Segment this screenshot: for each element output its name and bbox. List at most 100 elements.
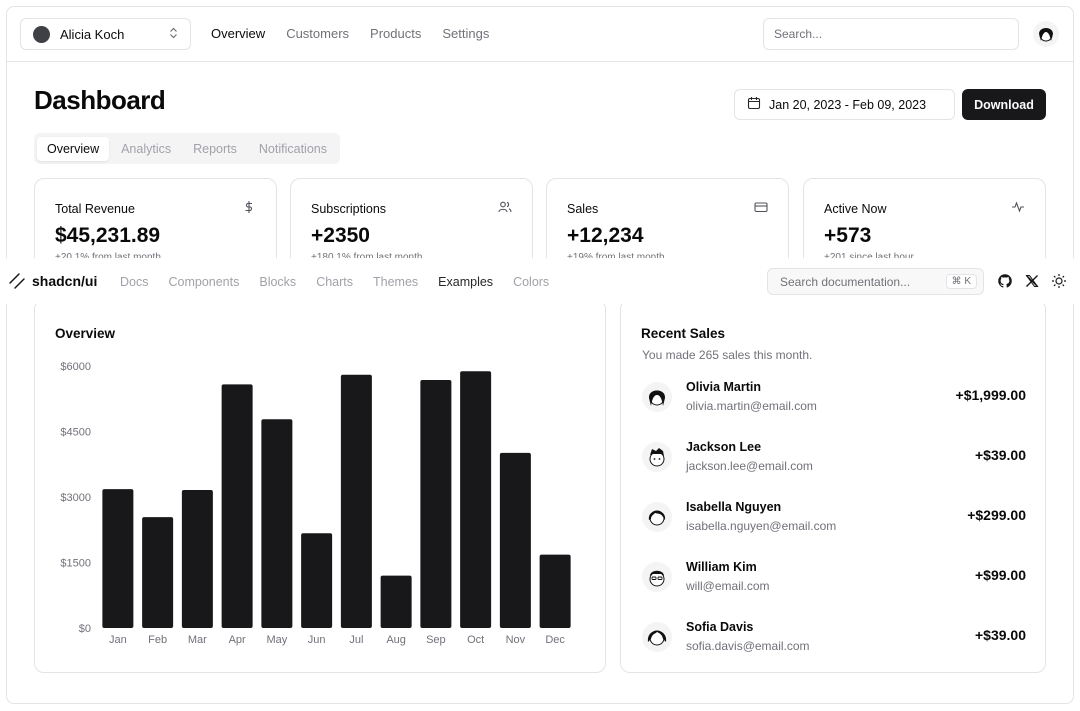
tab-analytics[interactable]: Analytics bbox=[121, 141, 172, 156]
bar-sep[interactable] bbox=[420, 379, 452, 628]
x-tick-label: Jan bbox=[109, 634, 127, 646]
customer-name: Olivia Martin bbox=[686, 380, 762, 394]
stat-change: +201 since last hour bbox=[824, 252, 914, 263]
recent-sales-description: You made 265 sales this month. bbox=[642, 348, 813, 362]
docs-link-docs[interactable]: Docs bbox=[120, 275, 149, 289]
sale-amount: +$39.00 bbox=[975, 627, 1026, 643]
tab-reports[interactable]: Reports bbox=[193, 141, 237, 156]
team-avatar bbox=[33, 25, 50, 43]
bar-jan[interactable] bbox=[102, 489, 134, 628]
stat-value: +573 bbox=[824, 224, 872, 247]
nav-link-products[interactable]: Products bbox=[370, 26, 422, 41]
stat-change: +20.1% from last month bbox=[55, 252, 161, 263]
docs-search-input[interactable]: Search documentation... ⌘ K bbox=[767, 268, 984, 295]
calendar-icon bbox=[747, 96, 761, 113]
x-twitter-icon[interactable] bbox=[1024, 273, 1040, 289]
docs-link-charts[interactable]: Charts bbox=[316, 275, 354, 289]
tab-overview[interactable]: Overview bbox=[37, 136, 110, 161]
github-icon[interactable] bbox=[997, 273, 1013, 289]
bar-apr[interactable] bbox=[221, 384, 253, 628]
sale-row: William Kim will@email.com +$99.00 bbox=[642, 558, 1026, 598]
docs-brand[interactable]: shadcn/ui bbox=[32, 273, 98, 289]
docs-search-placeholder: Search documentation... bbox=[780, 274, 911, 289]
docs-link-themes[interactable]: Themes bbox=[373, 275, 419, 289]
bar-jul[interactable] bbox=[340, 374, 372, 628]
docs-navbar: shadcn/ui Docs Components Blocks Charts … bbox=[0, 258, 1080, 304]
bar-aug[interactable] bbox=[380, 575, 412, 628]
docs-link-examples[interactable]: Examples bbox=[438, 275, 494, 289]
team-name: Alicia Koch bbox=[60, 26, 125, 42]
docs-link-blocks[interactable]: Blocks bbox=[259, 275, 297, 289]
y-tick-label: $1500 bbox=[60, 558, 91, 570]
x-tick-label: Jul bbox=[349, 634, 363, 646]
avatar bbox=[642, 382, 672, 412]
x-tick-label: Nov bbox=[506, 634, 526, 646]
avatar bbox=[642, 622, 672, 652]
overview-chart-card: Overview $0 $1500 $3000 $4500 $6000 Jan Feb Mar… bbox=[34, 299, 606, 673]
user-avatar[interactable] bbox=[1033, 21, 1059, 47]
team-switcher[interactable]: Alicia Koch bbox=[20, 18, 191, 50]
stat-title: Total Revenue bbox=[55, 202, 135, 216]
top-navbar: Alicia Koch Overview Customers Products … bbox=[7, 7, 1073, 62]
stat-change: +180.1% from last month bbox=[311, 252, 422, 263]
avatar bbox=[642, 442, 672, 472]
x-tick-label: Apr bbox=[229, 634, 246, 646]
y-tick-label: $0 bbox=[79, 623, 91, 635]
docs-link-components[interactable]: Components bbox=[168, 275, 240, 289]
recent-sales-card: Recent Sales You made 265 sales this mon… bbox=[620, 299, 1046, 673]
stat-title: Subscriptions bbox=[311, 202, 387, 216]
customer-email: will@email.com bbox=[686, 579, 770, 593]
date-range-picker[interactable]: Jan 20, 2023 - Feb 09, 2023 bbox=[734, 89, 955, 120]
chart-title: Overview bbox=[55, 326, 116, 341]
credit-card-icon bbox=[754, 200, 768, 214]
date-range-text: Jan 20, 2023 - Feb 09, 2023 bbox=[769, 97, 927, 112]
avatar bbox=[642, 562, 672, 592]
download-button[interactable]: Download bbox=[962, 89, 1046, 120]
chevrons-up-down-icon bbox=[169, 27, 178, 42]
nav-link-overview[interactable]: Overview bbox=[211, 26, 266, 41]
dashboard-window: Alicia Koch Overview Customers Products … bbox=[6, 6, 1074, 704]
stat-change: +19% from last month bbox=[567, 252, 665, 263]
tab-notifications[interactable]: Notifications bbox=[258, 141, 327, 156]
bar-mar[interactable] bbox=[181, 490, 213, 628]
sale-row: Olivia Martin olivia.martin@email.com +$… bbox=[642, 378, 1026, 418]
overview-bar-chart: $0 $1500 $3000 $4500 $6000 Jan Feb Mar Apr May Jun… bbox=[60, 361, 571, 646]
x-tick-label: May bbox=[266, 634, 287, 646]
bar-oct[interactable] bbox=[460, 371, 492, 628]
y-tick-label: $6000 bbox=[60, 361, 91, 373]
customer-name: Isabella Nguyen bbox=[686, 500, 782, 514]
dashboard-tabs: Overview Analytics Reports Notifications bbox=[34, 133, 340, 164]
search-input[interactable] bbox=[763, 18, 1019, 50]
bar-may[interactable] bbox=[261, 419, 293, 628]
customer-name: William Kim bbox=[686, 560, 757, 574]
customer-email: olivia.martin@email.com bbox=[686, 399, 817, 413]
sale-row: Isabella Nguyen isabella.nguyen@email.co… bbox=[642, 498, 1026, 538]
customer-name: Jackson Lee bbox=[686, 440, 762, 454]
sale-row: Jackson Lee jackson.lee@email.com +$39.0… bbox=[642, 438, 1026, 478]
customer-name: Sofia Davis bbox=[686, 620, 754, 634]
bar-dec[interactable] bbox=[539, 554, 571, 628]
y-tick-label: $4500 bbox=[60, 427, 91, 439]
nav-link-customers[interactable]: Customers bbox=[286, 26, 350, 41]
x-tick-label: Oct bbox=[467, 634, 484, 646]
customer-email: sofia.davis@email.com bbox=[686, 639, 810, 653]
sale-row: Sofia Davis sofia.davis@email.com +$39.0… bbox=[642, 618, 1026, 658]
sale-amount: +$299.00 bbox=[967, 507, 1026, 523]
x-tick-label: Jun bbox=[308, 634, 326, 646]
activity-icon bbox=[1011, 200, 1025, 214]
customer-email: isabella.nguyen@email.com bbox=[686, 519, 837, 533]
sun-theme-toggle-icon[interactable] bbox=[1051, 273, 1067, 289]
page-title: Dashboard bbox=[34, 85, 166, 115]
docs-link-colors[interactable]: Colors bbox=[513, 275, 550, 289]
stat-title: Active Now bbox=[824, 202, 887, 216]
x-tick-label: Feb bbox=[148, 634, 167, 646]
stat-value: $45,231.89 bbox=[55, 224, 161, 247]
bar-jun[interactable] bbox=[301, 533, 333, 628]
recent-sales-title: Recent Sales bbox=[641, 326, 726, 341]
bar-nov[interactable] bbox=[499, 452, 531, 628]
bar-feb[interactable] bbox=[142, 517, 174, 628]
y-tick-label: $3000 bbox=[60, 492, 91, 504]
docs-nav: Docs Components Blocks Charts Themes Exa… bbox=[120, 275, 549, 289]
shadcn-logo-icon[interactable] bbox=[8, 272, 26, 290]
nav-link-settings[interactable]: Settings bbox=[442, 26, 490, 41]
